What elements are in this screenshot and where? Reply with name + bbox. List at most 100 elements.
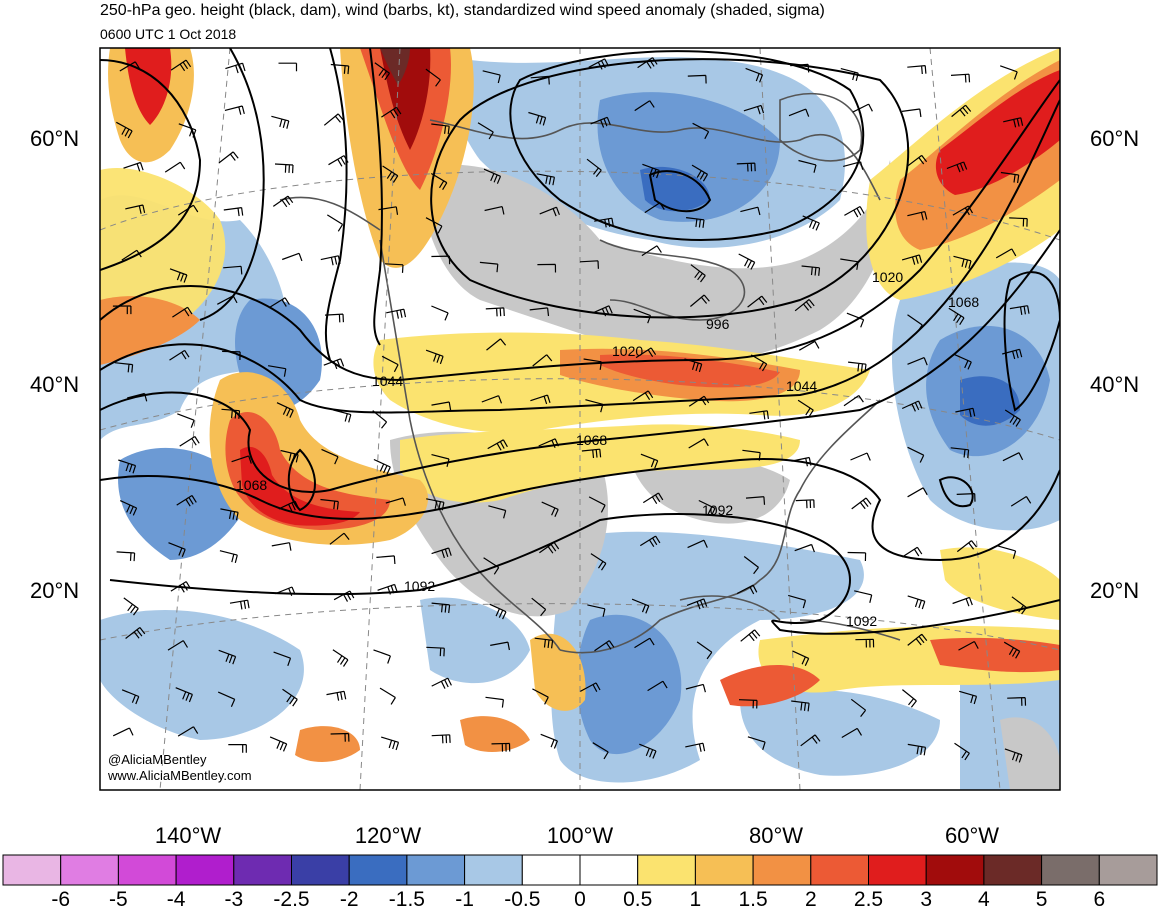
wind-barb — [376, 555, 396, 565]
wind-barb — [271, 115, 290, 129]
wind-barb — [800, 734, 821, 747]
wind-barb — [580, 682, 601, 692]
wind-barb — [791, 700, 810, 712]
wind-barb — [324, 313, 344, 323]
lat-label-right-60: 60°N — [1090, 126, 1140, 151]
wind-barb — [799, 340, 820, 351]
wind-barb — [907, 314, 923, 332]
contour-label: 1092 — [702, 502, 733, 518]
lon-label-80w: 80°W — [748, 823, 804, 848]
wind-barb — [901, 108, 922, 118]
wind-barb — [794, 543, 815, 553]
wind-barb — [592, 305, 613, 317]
credit-twitter: @AliciaMBentley — [108, 752, 207, 767]
wind-barb — [686, 598, 708, 610]
lat-label-right-40: 40°N — [1090, 372, 1140, 397]
wind-barb — [321, 448, 339, 465]
wind-barb — [487, 439, 508, 451]
colorbar-swatch — [579, 854, 639, 886]
wind-barb — [381, 355, 399, 373]
colorbar-swatch — [868, 854, 927, 886]
wind-barb — [426, 498, 445, 511]
lon-label-100w: 100°W — [546, 823, 614, 848]
wind-barb — [386, 308, 407, 319]
colorbar-tick-label: -2.5 — [273, 888, 309, 911]
wind-barb — [431, 401, 452, 411]
wind-barb — [588, 58, 610, 70]
wind-barb — [843, 395, 864, 407]
wind-barb — [121, 689, 140, 705]
wind-barb — [430, 172, 448, 191]
wind-barb — [594, 217, 614, 228]
credit-website[interactable]: www.AliciaMBentley.com — [108, 768, 252, 783]
wind-barb — [486, 338, 507, 351]
wind-barb — [330, 63, 350, 75]
wind-barb — [431, 602, 451, 614]
wind-barb — [901, 400, 923, 412]
wind-barb — [647, 680, 668, 692]
wind-barb — [225, 62, 246, 74]
wind-barb — [373, 458, 391, 475]
lon-label-120w: 120°W — [354, 823, 422, 848]
wind-barb — [948, 307, 965, 326]
wind-barb — [736, 584, 758, 595]
wind-barb — [791, 456, 812, 467]
wind-barb — [907, 446, 925, 463]
wind-barb — [539, 206, 560, 217]
wind-barb — [541, 501, 559, 518]
colorbar-swatch — [752, 854, 812, 886]
wind-barb — [530, 75, 550, 85]
wind-barb — [1000, 171, 1020, 184]
wind-barb — [530, 394, 551, 405]
wind-barb — [698, 499, 716, 516]
wind-barb — [484, 206, 505, 215]
wind-barb — [431, 123, 450, 135]
wind-barb — [579, 260, 599, 269]
wind-barb — [123, 597, 139, 616]
wind-barb — [172, 306, 193, 318]
wind-barb — [955, 407, 976, 418]
wind-barb — [745, 496, 766, 505]
wind-barb — [792, 650, 810, 667]
wind-barb — [372, 410, 388, 429]
wind-barb — [642, 492, 664, 505]
wind-barb — [217, 691, 236, 707]
wind-barb — [1002, 348, 1023, 360]
colorbar-swatch — [694, 854, 754, 886]
wind-barb — [953, 255, 972, 269]
wind-barb — [537, 263, 557, 273]
colorbar-tick-label: -6 — [51, 888, 70, 911]
wind-barb — [848, 361, 867, 373]
wind-barb — [112, 305, 132, 315]
wind-barb — [431, 255, 451, 265]
wind-barb — [323, 113, 344, 126]
wind-barb — [684, 358, 703, 373]
wind-barb — [850, 698, 867, 717]
wind-barb — [219, 550, 238, 564]
wind-barb — [639, 743, 657, 759]
colorbar-swatch — [983, 854, 1043, 886]
wind-barb — [946, 161, 968, 173]
wind-barb — [995, 248, 1017, 259]
wind-barb — [273, 651, 292, 667]
wind-barb — [431, 734, 451, 744]
wind-barb — [1011, 596, 1027, 615]
wind-barb — [954, 354, 972, 370]
contour-labels: 996 1020 1044 1068 1092 1020 1044 1068 1… — [236, 269, 979, 629]
wind-barb — [851, 497, 872, 510]
colorbar-tick-label: 2.5 — [854, 888, 883, 911]
wind-barb — [119, 61, 141, 72]
colorbar-tick-label: -1 — [455, 888, 474, 911]
wind-barb — [320, 255, 341, 266]
wind-barb — [740, 629, 761, 642]
wind-barb — [585, 399, 604, 413]
wind-barb — [381, 106, 402, 119]
wind-barb — [583, 358, 602, 370]
wind-barb — [125, 627, 146, 639]
wind-barb — [177, 204, 199, 216]
wind-barb — [749, 410, 769, 420]
wind-barb — [690, 294, 710, 307]
colorbar-swatch — [348, 854, 408, 886]
wind-barb — [687, 539, 708, 549]
